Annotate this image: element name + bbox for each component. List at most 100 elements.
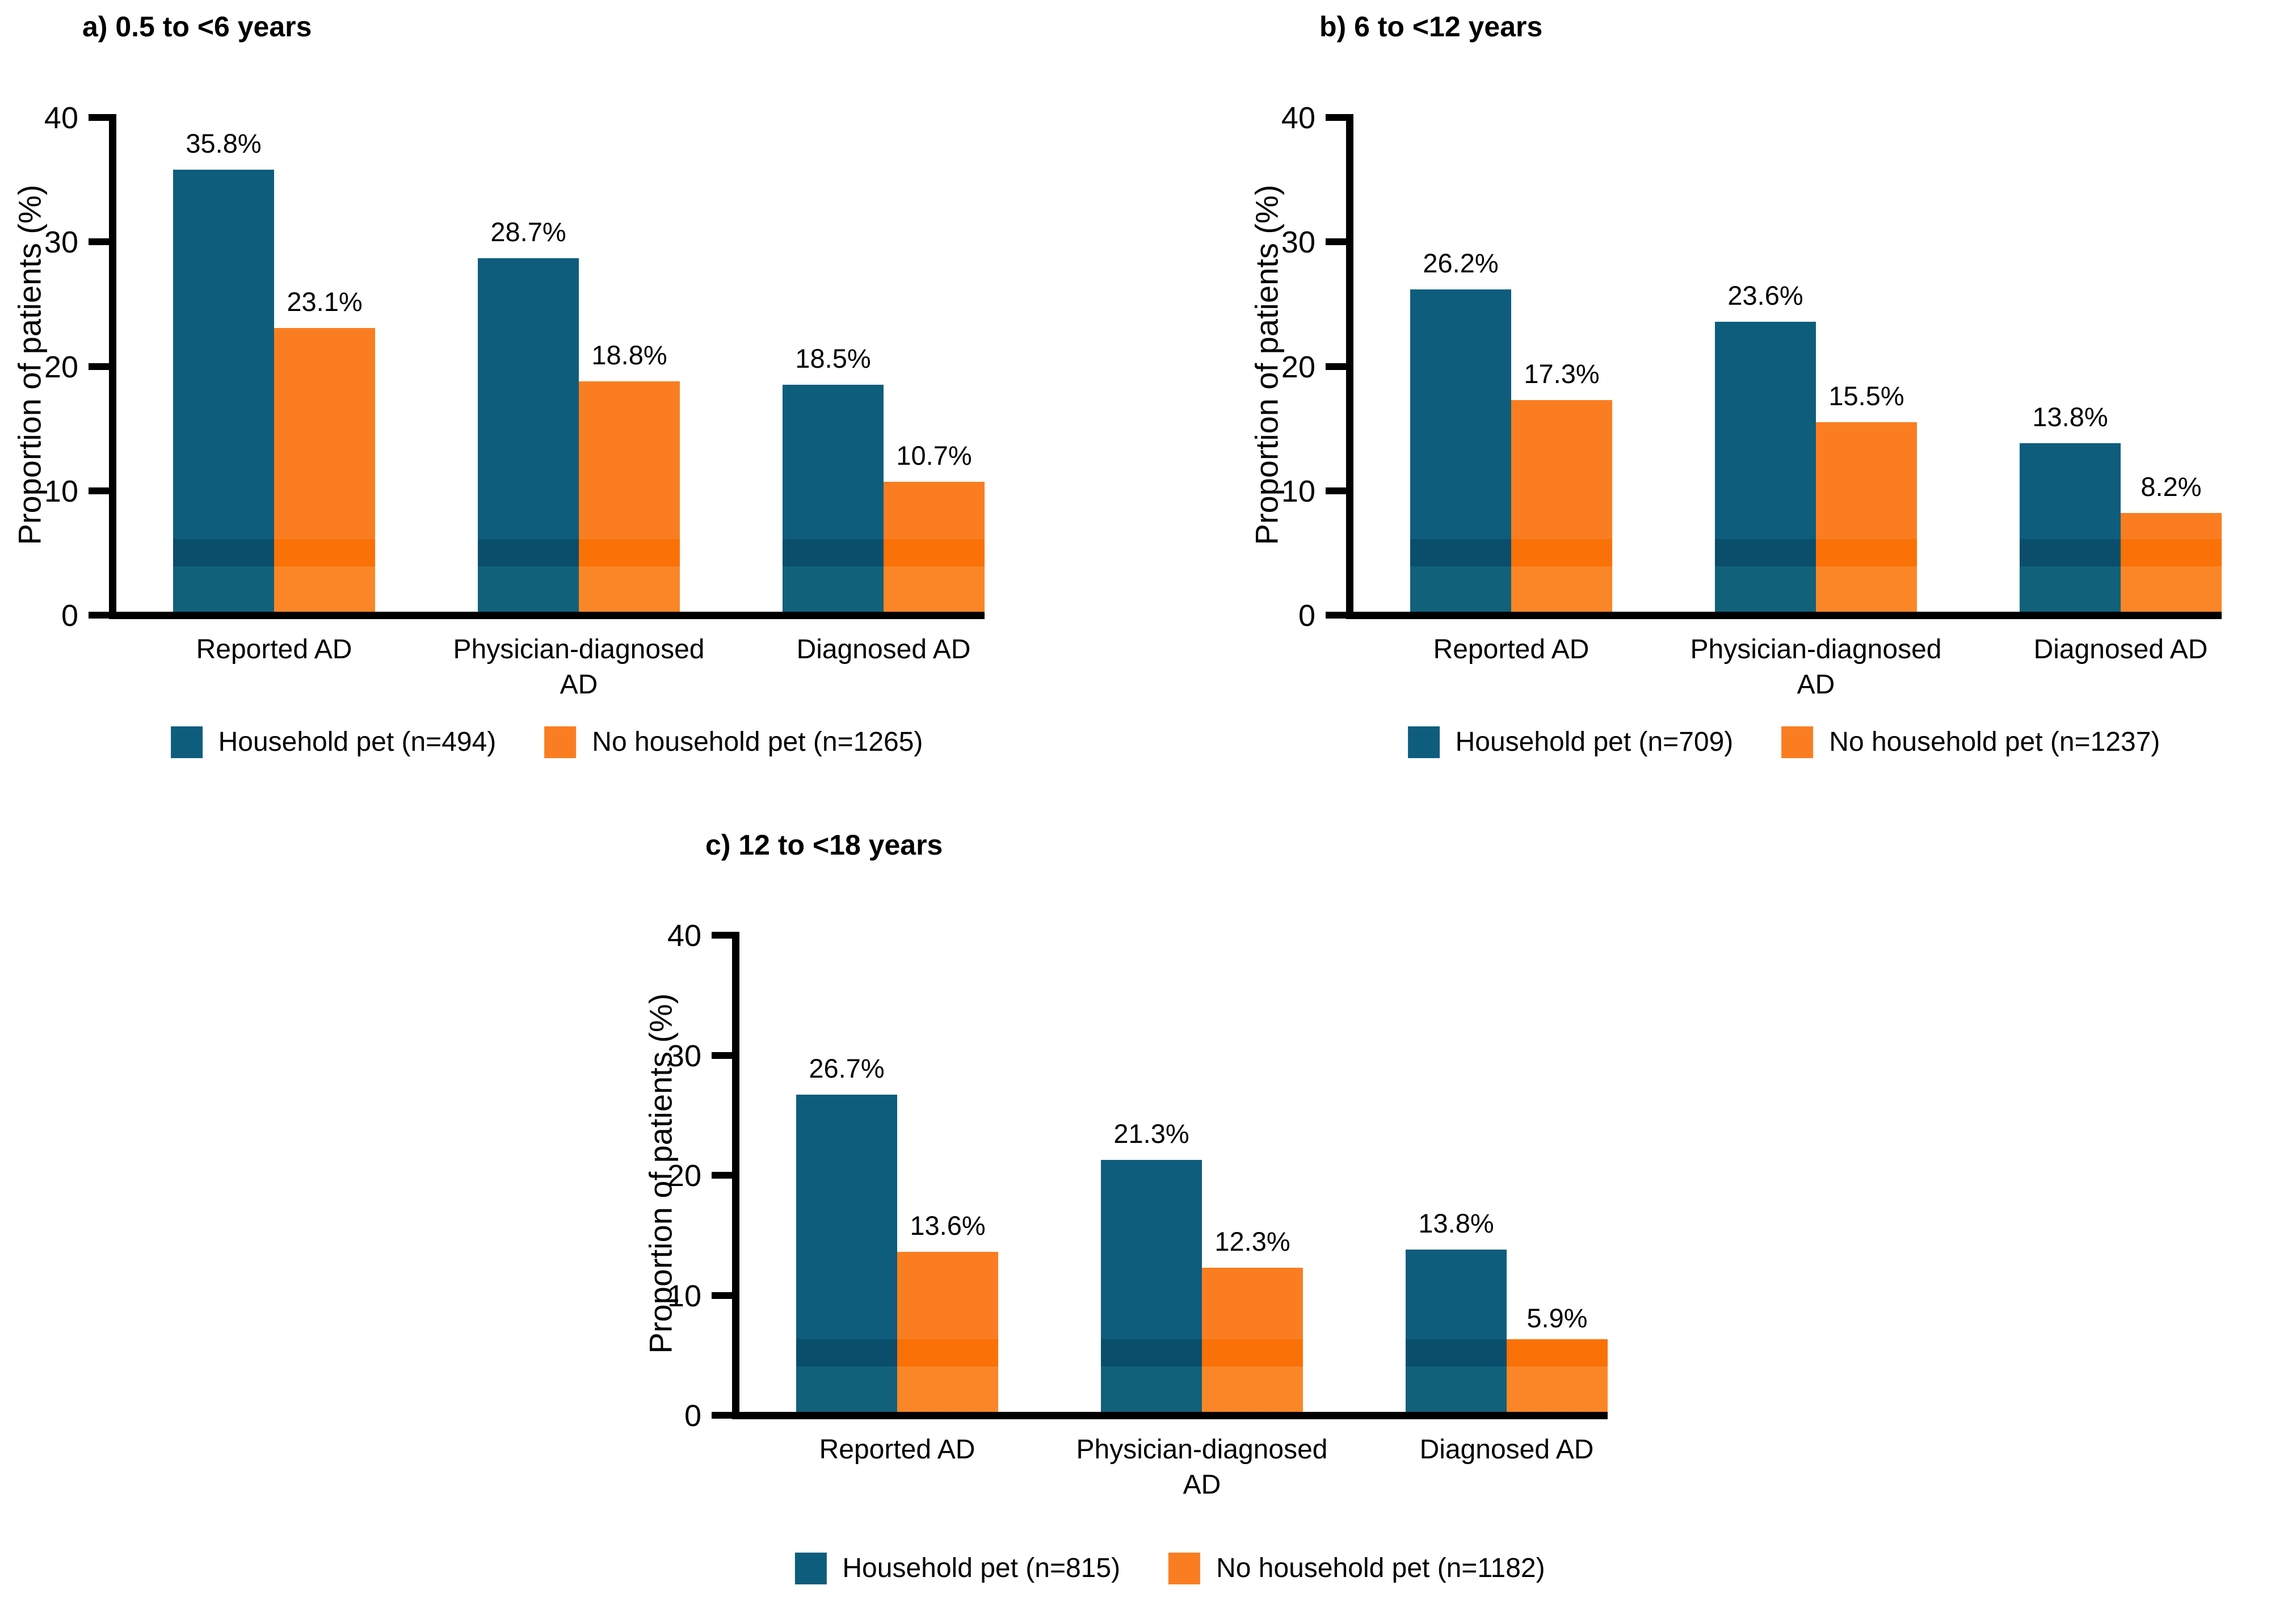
bar-base-tint	[1406, 1366, 1507, 1412]
bar-shade-band	[1406, 1339, 1507, 1366]
legend: Household pet (n=709) No household pet (n…	[1407, 726, 2160, 758]
bar-shade-band	[897, 1339, 998, 1366]
y-axis-tick	[712, 932, 732, 939]
bar-household-pet	[1410, 289, 1511, 612]
y-axis-tick	[1326, 363, 1346, 370]
bar-base-tint	[173, 566, 274, 612]
legend-label: No household pet (n=1265)	[592, 727, 923, 757]
bar-no-household-pet	[274, 327, 375, 612]
legend-swatch-household-pet	[794, 1553, 827, 1584]
x-category-label: Reported AD	[819, 1435, 975, 1465]
bar-value-label: 18.5%	[795, 343, 871, 374]
bar-value-label: 23.6%	[1727, 280, 1803, 310]
legend-entry: No household pet (n=1182)	[1168, 1553, 1545, 1584]
bar-household-pet	[1101, 1159, 1202, 1412]
y-tick-label: 30	[44, 225, 78, 260]
bar-household-pet	[796, 1095, 897, 1412]
y-axis-tick	[89, 114, 109, 121]
x-axis-line	[109, 612, 985, 619]
y-axis-tick	[1326, 238, 1346, 246]
bar-shade-band	[783, 539, 884, 566]
y-axis-line	[109, 114, 116, 619]
bar-base-tint	[1715, 566, 1816, 612]
bar-value-label: 18.8%	[591, 339, 667, 370]
legend-entry: Household pet (n=494)	[170, 726, 496, 758]
x-category-label: Reported AD	[1433, 634, 1589, 665]
x-category-label: Physician-diagnosed AD	[1690, 634, 1942, 700]
bar-base-tint	[897, 1366, 998, 1412]
x-category-label: Physician-diagnosed AD	[1076, 1435, 1328, 1500]
bar-household-pet	[783, 385, 884, 612]
bar-base-tint	[796, 1366, 897, 1412]
x-category-label: Reported AD	[196, 634, 352, 665]
panel-title: a) 0.5 to <6 years	[82, 11, 312, 43]
y-tick-label: 20	[667, 1159, 701, 1193]
legend-label: No household pet (n=1182)	[1216, 1553, 1545, 1583]
legend-label: No household pet (n=1237)	[1829, 727, 2160, 757]
bar-value-label: 10.7%	[896, 440, 972, 471]
bar-base-tint	[2121, 566, 2222, 612]
legend-swatch-no-household-pet	[1168, 1553, 1201, 1584]
bar-value-label: 5.9%	[1527, 1303, 1588, 1334]
bar-shade-band	[1715, 539, 1816, 566]
legend-swatch-household-pet	[170, 726, 203, 758]
bar-base-tint	[1202, 1366, 1303, 1412]
y-tick-label: 0	[684, 1399, 701, 1433]
panel-title: c) 12 to <18 years	[705, 829, 943, 861]
bar-value-label: 13.6%	[910, 1210, 986, 1241]
x-category-label: Physician-diagnosed AD	[453, 634, 705, 700]
bar-shade-band	[579, 539, 680, 566]
y-axis-line	[1346, 114, 1353, 619]
bar-shade-band	[1816, 539, 1917, 566]
x-axis-line	[1346, 612, 2222, 619]
bar-household-pet	[2020, 443, 2121, 612]
bar-shade-band	[1101, 1339, 1202, 1366]
y-axis-line	[732, 932, 739, 1419]
bar-shade-band	[2121, 539, 2222, 566]
y-tick-label: 20	[44, 350, 78, 384]
bar-base-tint	[579, 566, 680, 612]
legend: Household pet (n=815) No household pet (n…	[794, 1553, 1545, 1584]
y-axis-tick	[1326, 487, 1346, 494]
legend-swatch-household-pet	[1407, 726, 1440, 758]
bar-value-label: 13.8%	[1418, 1208, 1494, 1239]
legend-entry: Household pet (n=815)	[794, 1553, 1120, 1584]
bar-shade-band	[2020, 539, 2121, 566]
bar-no-household-pet	[1507, 1339, 1608, 1412]
y-axis-tick	[89, 612, 109, 619]
x-category-label: Diagnosed AD	[796, 634, 971, 665]
x-axis-line	[732, 1412, 1608, 1419]
bar-base-tint	[1816, 566, 1917, 612]
y-tick-label: 30	[667, 1038, 701, 1073]
bar-value-label: 26.2%	[1423, 247, 1499, 278]
x-category-label: Diagnosed AD	[2033, 634, 2208, 665]
y-axis-tick	[1326, 612, 1346, 619]
bar-value-label: 13.8%	[2032, 402, 2108, 432]
y-tick-label: 10	[667, 1279, 701, 1313]
y-tick-label: 10	[44, 474, 78, 508]
bar-no-household-pet	[1202, 1267, 1303, 1412]
bar-no-household-pet	[884, 482, 985, 612]
y-axis-tick	[712, 1292, 732, 1299]
bar-shade-band	[884, 539, 985, 566]
legend-entry: No household pet (n=1265)	[544, 726, 923, 758]
bar-base-tint	[478, 566, 579, 612]
y-tick-label: 0	[1298, 599, 1315, 633]
bar-value-label: 28.7%	[490, 216, 566, 247]
bar-value-label: 35.8%	[186, 128, 262, 159]
bar-household-pet	[1406, 1250, 1507, 1412]
bar-value-label: 26.7%	[809, 1053, 885, 1084]
y-tick-label: 40	[44, 101, 78, 135]
y-axis-tick	[712, 1052, 732, 1059]
bar-base-tint	[783, 566, 884, 612]
y-axis-tick	[89, 238, 109, 246]
bar-shade-band	[796, 1339, 897, 1366]
bar-no-household-pet	[1816, 422, 1917, 612]
y-tick-label: 0	[61, 599, 78, 633]
legend-entry: Household pet (n=709)	[1407, 726, 1733, 758]
bar-household-pet	[478, 258, 579, 612]
bar-base-tint	[274, 566, 375, 612]
bar-base-tint	[1410, 566, 1511, 612]
y-tick-label: 40	[667, 919, 701, 953]
